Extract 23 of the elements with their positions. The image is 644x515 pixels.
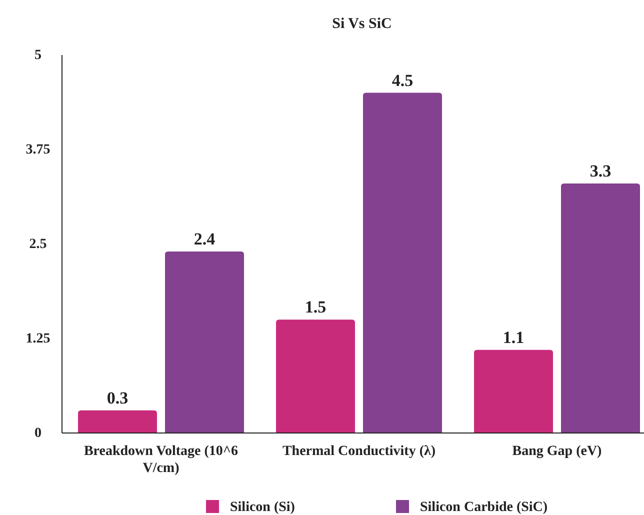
chart-title: Si Vs SiC bbox=[332, 16, 392, 32]
y-tick-label: 2.5 bbox=[29, 237, 47, 252]
y-tick-label: 5 bbox=[34, 48, 42, 63]
bar bbox=[561, 184, 640, 433]
x-tick-label: Breakdown Voltage (10^6 V/cm) bbox=[84, 444, 238, 476]
x-tick-label: Thermal Conductivity (λ) bbox=[282, 444, 436, 459]
data-label: 4.5 bbox=[392, 70, 414, 90]
bar bbox=[474, 350, 553, 433]
legend-label: Silicon Carbide (SiC) bbox=[420, 500, 548, 515]
bar bbox=[165, 252, 244, 433]
y-tick-label: 3.75 bbox=[26, 142, 50, 158]
data-label: 0.3 bbox=[106, 388, 128, 408]
legend-label: Silicon (Si) bbox=[230, 500, 296, 515]
y-tick-label: 0 bbox=[34, 426, 42, 441]
data-label: 1.5 bbox=[304, 298, 326, 317]
x-tick-label: Bang Gap (eV) bbox=[512, 444, 602, 459]
y-tick-label: 1.25 bbox=[26, 332, 50, 346]
bar bbox=[78, 410, 157, 433]
data-label: 1.1 bbox=[502, 328, 524, 347]
data-label: 3.3 bbox=[590, 162, 612, 181]
data-label: 2.4 bbox=[194, 230, 216, 249]
bar bbox=[363, 92, 442, 433]
bar bbox=[276, 320, 355, 433]
